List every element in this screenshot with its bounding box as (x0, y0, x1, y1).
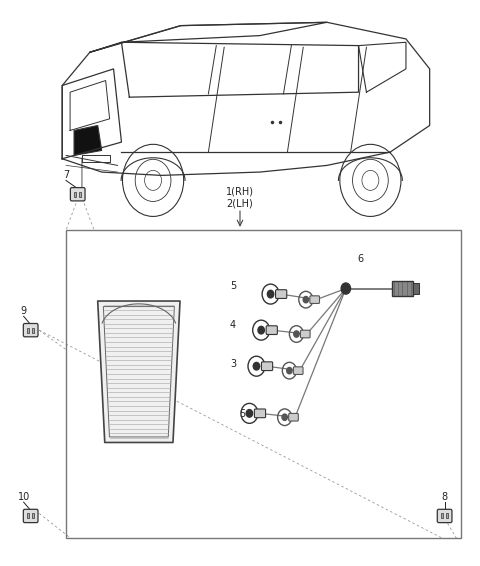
Circle shape (258, 327, 264, 334)
Bar (441, 513, 443, 518)
Text: 10: 10 (17, 492, 30, 502)
FancyBboxPatch shape (310, 296, 320, 303)
Bar (79, 192, 81, 197)
FancyBboxPatch shape (266, 326, 277, 335)
Polygon shape (98, 301, 180, 443)
Circle shape (294, 331, 299, 337)
Circle shape (287, 367, 292, 374)
FancyBboxPatch shape (276, 290, 287, 298)
Text: 9: 9 (21, 306, 27, 316)
FancyBboxPatch shape (288, 413, 299, 421)
Bar (446, 513, 448, 518)
FancyBboxPatch shape (262, 362, 273, 371)
Bar (74, 192, 76, 197)
Text: 4: 4 (230, 320, 236, 330)
FancyBboxPatch shape (300, 330, 310, 338)
FancyBboxPatch shape (71, 187, 85, 201)
Text: 7: 7 (63, 170, 69, 181)
Polygon shape (74, 126, 102, 156)
Bar (32, 513, 34, 518)
Text: 8: 8 (442, 492, 448, 502)
Text: 5: 5 (230, 281, 236, 291)
FancyBboxPatch shape (293, 367, 303, 375)
Bar (27, 513, 29, 518)
Text: 5: 5 (239, 409, 245, 419)
Bar (413, 283, 419, 294)
Circle shape (303, 297, 309, 303)
Bar (32, 328, 34, 333)
Circle shape (282, 414, 288, 421)
Circle shape (253, 362, 260, 370)
Circle shape (246, 410, 252, 417)
Text: 3: 3 (230, 359, 236, 369)
Bar (66, 230, 461, 538)
FancyBboxPatch shape (254, 409, 265, 418)
Circle shape (341, 283, 350, 294)
FancyBboxPatch shape (437, 509, 452, 522)
FancyBboxPatch shape (24, 324, 38, 337)
Circle shape (267, 290, 274, 298)
Bar (27, 328, 29, 333)
Text: 6: 6 (357, 254, 363, 264)
Text: 1(RH)
2(LH): 1(RH) 2(LH) (226, 187, 254, 208)
FancyBboxPatch shape (24, 509, 38, 522)
Bar (392, 281, 413, 297)
